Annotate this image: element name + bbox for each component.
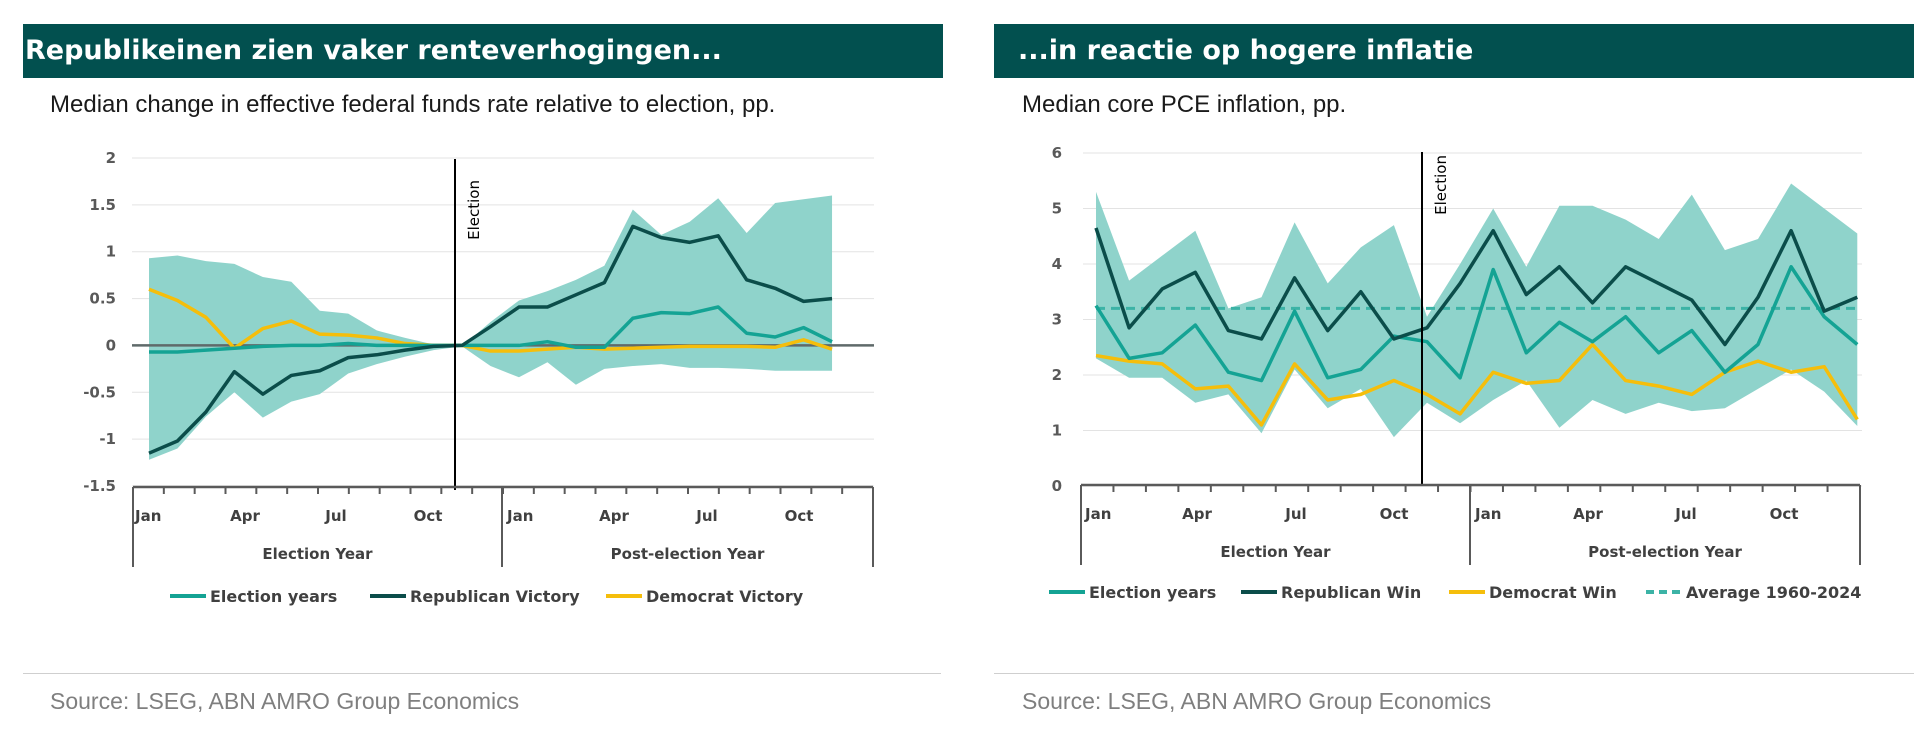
y-tick-label: -1 <box>99 430 116 448</box>
democrat-line <box>148 287 833 353</box>
group-label: Election Year <box>1220 543 1331 561</box>
y-tick-label: 1.5 <box>89 196 116 214</box>
legend-label: Democrat Win <box>1489 583 1617 602</box>
republican-line <box>148 224 833 455</box>
right-divider <box>994 673 1914 674</box>
election-label: Election <box>465 180 483 240</box>
legend-label: Average 1960-2024 <box>1686 583 1861 602</box>
left-subtitle: Median change in effective federal funds… <box>50 91 776 118</box>
legend-label: Election years <box>210 587 337 606</box>
x-tick-label: Jul <box>695 507 717 525</box>
left-source: Source: LSEG, ABN AMRO Group Economics <box>50 688 520 714</box>
group-label: Post-election Year <box>611 545 765 563</box>
right-title-bar: ...in reactie op hogere inflatie <box>994 24 1914 78</box>
y-tick-label: 0 <box>106 336 116 354</box>
x-tick-label: Oct <box>1380 505 1409 523</box>
y-tick-label: 4 <box>1052 255 1062 273</box>
y-tick-label: 1 <box>106 243 116 261</box>
x-tick-label: Apr <box>599 507 629 525</box>
right-source: Source: LSEG, ABN AMRO Group Economics <box>1022 688 1492 714</box>
x-tick-label: Jan <box>1084 505 1111 523</box>
y-tick-label: 1 <box>1052 422 1062 440</box>
y-tick-label: 5 <box>1052 200 1062 218</box>
x-tick-label: Jan <box>506 507 533 525</box>
left-chart: 2 1.5 1 0.5 0 -0.5 -1 -1.5 Election Jan Apr Jul Oct J… <box>83 149 874 606</box>
x-tick-label: Oct <box>785 507 814 525</box>
y-tick-label: 6 <box>1052 144 1062 162</box>
right-chart: 6 5 4 3 2 1 0 Election Jan Apr Jul Oct Jan Apr Jul Oct E… <box>1049 144 1862 602</box>
right-subtitle: Median core PCE inflation, pp. <box>1022 91 1347 118</box>
group-label: Post-election Year <box>1588 543 1742 561</box>
y-tick-label: -1.5 <box>83 477 116 495</box>
legend-label: Republican Win <box>1281 583 1421 602</box>
group-label: Election Year <box>262 545 373 563</box>
x-tick-label: Jul <box>324 507 346 525</box>
right-title: ...in reactie op hogere inflatie <box>1018 35 1474 66</box>
range-band <box>1096 183 1858 438</box>
x-tick-label: Jul <box>1284 505 1306 523</box>
left-title: Republikeinen zien vaker renteverhoginge… <box>25 35 722 66</box>
republican-line <box>1094 227 1858 347</box>
left-divider <box>23 673 941 674</box>
x-tick-label: Apr <box>1182 505 1212 523</box>
election-label: Election <box>1432 155 1450 215</box>
y-tick-label: -0.5 <box>83 383 116 401</box>
y-tick-label: 0 <box>1052 477 1062 495</box>
legend-label: Democrat Victory <box>646 587 804 606</box>
x-tick-label: Oct <box>1770 505 1799 523</box>
x-tick-label: Apr <box>1573 505 1603 523</box>
x-tick-label: Jan <box>134 507 161 525</box>
election-years-line <box>1094 265 1859 383</box>
x-tick-label: Oct <box>414 507 443 525</box>
x-tick-label: Jan <box>1474 505 1501 523</box>
x-tick-label: Jul <box>1674 505 1696 523</box>
legend-label: Republican Victory <box>410 587 580 606</box>
y-tick-label: 3 <box>1052 311 1062 329</box>
legend-label: Election years <box>1089 583 1216 602</box>
left-title-bar: Republikeinen zien vaker renteverhoginge… <box>23 24 943 78</box>
x-tick-label: Apr <box>230 507 260 525</box>
democrat-line <box>1095 342 1859 427</box>
election-years-line <box>149 305 833 354</box>
y-tick-label: 0.5 <box>89 290 116 308</box>
y-tick-label: 2 <box>106 149 116 167</box>
y-tick-label: 2 <box>1052 366 1062 384</box>
